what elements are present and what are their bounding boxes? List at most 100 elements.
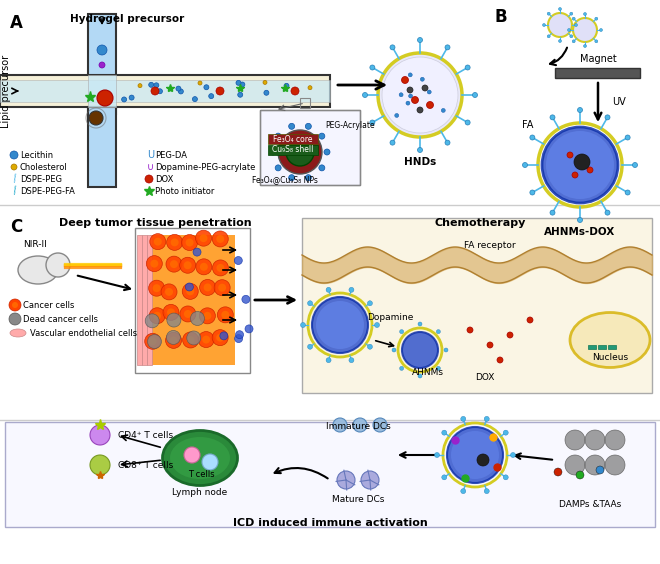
Circle shape [461, 416, 466, 421]
Circle shape [213, 260, 228, 276]
Circle shape [409, 94, 412, 98]
Circle shape [573, 18, 597, 42]
Circle shape [90, 425, 110, 445]
Circle shape [484, 488, 489, 494]
Circle shape [148, 280, 164, 296]
Circle shape [186, 288, 194, 296]
Circle shape [221, 311, 229, 319]
Circle shape [543, 24, 546, 27]
Bar [88, 107, 116, 187]
Circle shape [12, 302, 18, 308]
Bar [268, 134, 318, 144]
Text: Magnet: Magnet [579, 54, 616, 64]
Circle shape [166, 235, 183, 250]
Circle shape [587, 167, 593, 173]
Text: Fe₃O₄@Cu₉S₈ NPs: Fe₃O₄@Cu₉S₈ NPs [252, 175, 318, 184]
Circle shape [316, 301, 364, 349]
Circle shape [145, 314, 159, 328]
Circle shape [199, 308, 215, 324]
Circle shape [585, 430, 605, 450]
Circle shape [209, 94, 214, 99]
Circle shape [180, 306, 196, 322]
Circle shape [11, 164, 17, 170]
Circle shape [275, 133, 281, 139]
Circle shape [550, 210, 555, 215]
Bar [555, 68, 640, 78]
Circle shape [218, 284, 226, 292]
Text: U: U [147, 150, 154, 160]
Circle shape [153, 312, 161, 320]
Circle shape [198, 332, 214, 347]
Circle shape [167, 313, 181, 327]
Circle shape [473, 92, 477, 98]
Text: Dopamine: Dopamine [367, 313, 413, 322]
Circle shape [390, 140, 395, 145]
Text: Mature DCs: Mature DCs [332, 495, 384, 504]
Circle shape [392, 348, 396, 352]
Text: DOX: DOX [475, 373, 495, 382]
Circle shape [530, 190, 535, 195]
Circle shape [150, 259, 158, 268]
Bar [588, 345, 596, 349]
Circle shape [263, 81, 267, 85]
Circle shape [187, 336, 195, 344]
Circle shape [196, 259, 212, 275]
Circle shape [199, 279, 216, 296]
Text: AHNMs-DOX: AHNMs-DOX [544, 227, 616, 237]
Circle shape [436, 329, 440, 334]
Circle shape [442, 475, 447, 480]
Circle shape [152, 284, 160, 292]
Circle shape [605, 115, 610, 120]
Circle shape [166, 331, 180, 345]
Circle shape [542, 127, 618, 203]
Circle shape [198, 81, 202, 85]
Bar [147, 235, 152, 365]
Circle shape [97, 90, 113, 106]
Circle shape [308, 86, 312, 90]
Circle shape [204, 284, 212, 292]
Circle shape [411, 96, 418, 104]
Circle shape [284, 83, 289, 89]
Circle shape [326, 358, 331, 363]
Circle shape [568, 29, 570, 32]
Text: T cells: T cells [187, 470, 214, 479]
Circle shape [46, 253, 70, 277]
Circle shape [583, 45, 587, 47]
Circle shape [599, 29, 603, 32]
Circle shape [236, 331, 244, 338]
Circle shape [406, 101, 410, 105]
Circle shape [451, 431, 499, 479]
Circle shape [337, 471, 355, 489]
Circle shape [176, 86, 181, 91]
Circle shape [578, 108, 583, 112]
Circle shape [370, 120, 375, 125]
Circle shape [596, 466, 604, 474]
Circle shape [558, 39, 562, 42]
Circle shape [195, 230, 212, 246]
Circle shape [572, 172, 578, 178]
Text: Cancer cells: Cancer cells [23, 301, 75, 310]
Circle shape [418, 37, 422, 42]
Text: Cu₉S₈ shell: Cu₉S₈ shell [273, 146, 314, 155]
Circle shape [420, 77, 424, 81]
Circle shape [445, 140, 450, 145]
Circle shape [625, 190, 630, 195]
Circle shape [523, 162, 527, 168]
Text: Lipid precursor: Lipid precursor [1, 55, 11, 127]
Circle shape [183, 332, 199, 348]
Circle shape [422, 85, 428, 91]
Text: Immature DCs: Immature DCs [325, 422, 390, 431]
Circle shape [300, 323, 306, 328]
Circle shape [436, 367, 440, 371]
Bar [598, 345, 606, 349]
Circle shape [418, 148, 422, 152]
Circle shape [407, 87, 413, 93]
Circle shape [507, 332, 513, 338]
Circle shape [185, 239, 193, 246]
Circle shape [308, 344, 313, 349]
Circle shape [583, 12, 587, 15]
Circle shape [187, 331, 201, 345]
Circle shape [171, 239, 179, 246]
Circle shape [373, 418, 387, 432]
Circle shape [148, 337, 156, 345]
